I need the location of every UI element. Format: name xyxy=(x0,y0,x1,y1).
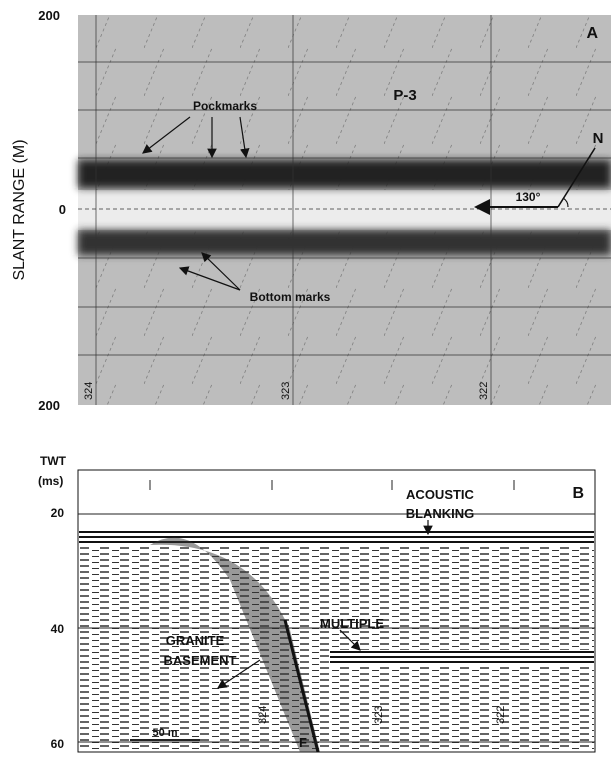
y-label: 20 xyxy=(51,506,65,520)
seismic-texture xyxy=(79,530,594,751)
arrows xyxy=(142,116,596,291)
line-name: P-3 xyxy=(393,87,416,104)
y-label: 40 xyxy=(51,622,65,636)
seafloor-reflector xyxy=(79,530,594,545)
fix-label: 322 xyxy=(478,382,490,400)
y-label: 200 xyxy=(38,398,60,413)
annotation: MULTIPLE xyxy=(320,616,384,631)
fix-label: 323 xyxy=(373,706,385,724)
fault xyxy=(283,619,320,753)
fault-label: F xyxy=(299,735,307,750)
fix-label: 323 xyxy=(280,382,292,400)
arrows xyxy=(217,520,433,689)
annotation: BLANKING xyxy=(406,506,475,521)
panel-label: A xyxy=(586,25,598,42)
annotation: BASEMENT xyxy=(164,653,237,668)
y-label: 0 xyxy=(59,202,66,217)
grid xyxy=(78,15,611,405)
annotation: Pockmarks xyxy=(193,99,257,113)
annotation: GRANITE xyxy=(166,633,225,648)
fix-label: 324 xyxy=(83,382,95,400)
north-label: N xyxy=(593,130,604,147)
y-label: 200 xyxy=(38,8,60,23)
panel-label: B xyxy=(572,485,584,502)
grid xyxy=(78,480,595,743)
y-label: 60 xyxy=(51,737,65,751)
angle-label: 130° xyxy=(516,190,541,204)
panel-b: TWT (ms) 20 40 60 B ACOUSTIC BLANKING MU… xyxy=(38,454,596,753)
seabed-band xyxy=(78,230,611,255)
multiple-reflector xyxy=(330,650,594,665)
y-axis-title: TWT xyxy=(40,454,67,468)
y-axis-title: SLANT RANGE (M) xyxy=(11,139,28,280)
basement xyxy=(150,537,320,752)
seabed-band xyxy=(78,160,611,188)
scale-bar-label: 50 m xyxy=(152,727,177,739)
y-axis-title: (ms) xyxy=(38,474,63,488)
annotation: Bottom marks xyxy=(250,290,331,304)
panel-a: 200 0 200 SLANT RANGE (M) A P-3 Pockmark… xyxy=(11,8,611,413)
fix-label: 322 xyxy=(495,706,507,724)
water-column xyxy=(78,190,611,230)
annotation: ACOUSTIC xyxy=(406,487,475,502)
fix-label: 324 xyxy=(257,706,269,724)
